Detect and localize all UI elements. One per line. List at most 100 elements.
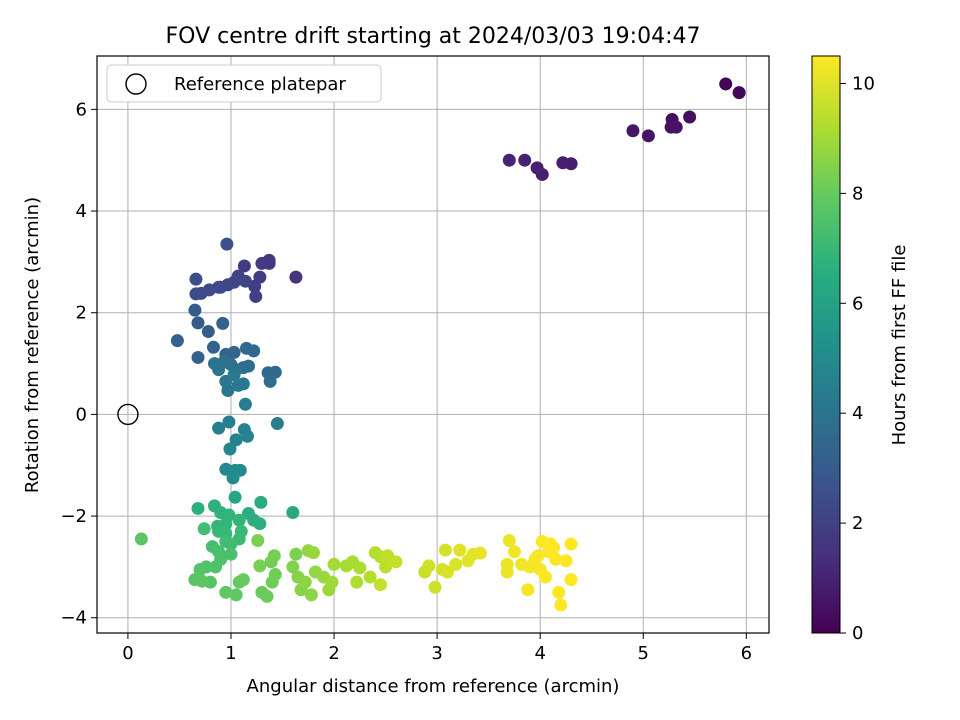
data-point: [719, 77, 733, 91]
y-tick-label: −4: [60, 608, 87, 629]
data-point: [189, 287, 203, 301]
data-point: [507, 545, 521, 559]
data-point: [289, 547, 303, 561]
data-point: [189, 272, 203, 286]
data-point: [373, 578, 387, 592]
data-point: [237, 259, 251, 273]
data-point: [270, 417, 284, 431]
data-point: [226, 471, 240, 485]
data-point: [298, 575, 312, 589]
x-tick-label: 2: [328, 643, 339, 664]
data-point: [191, 316, 205, 330]
chart-title: FOV centre drift starting at 2024/03/03 …: [166, 24, 701, 49]
data-point: [134, 532, 148, 546]
data-point: [559, 554, 573, 568]
data-point: [549, 552, 563, 566]
data-point: [473, 546, 487, 560]
x-tick-label: 5: [638, 643, 649, 664]
data-point: [209, 560, 223, 574]
data-point: [554, 598, 568, 612]
grid-lines: [97, 56, 769, 633]
colorbar-ticks: 0 2 4 6 8 10: [840, 73, 875, 644]
legend-marker-reference: [125, 73, 147, 95]
data-point: [530, 161, 544, 175]
data-point: [389, 555, 403, 569]
data-point: [641, 129, 655, 143]
data-point: [227, 368, 241, 382]
x-axis-label: Angular distance from reference (arcmin): [247, 676, 620, 697]
data-point: [206, 340, 220, 354]
scatter-points: [117, 77, 746, 612]
x-tick-label: 4: [534, 643, 545, 664]
data-point: [304, 588, 318, 602]
legend: Reference platepar: [106, 64, 382, 103]
data-point: [521, 583, 535, 597]
data-point: [552, 585, 566, 599]
data-point: [440, 565, 454, 579]
data-point: [253, 559, 267, 573]
data-point: [191, 501, 205, 515]
data-point: [223, 442, 237, 456]
reference-point-marker: [117, 403, 139, 426]
data-point: [236, 377, 250, 391]
y-axis-label: Rotation from reference (arcmin): [22, 197, 43, 493]
data-point: [518, 153, 532, 167]
data-point: [224, 547, 238, 561]
x-tick-label: 0: [122, 643, 133, 664]
data-point: [327, 557, 341, 571]
data-point: [732, 86, 746, 100]
data-point: [224, 537, 238, 551]
data-point: [214, 280, 228, 294]
data-point: [502, 533, 516, 547]
x-axis-ticks: 0 1 2 3 4 5 6: [122, 633, 752, 664]
data-point: [363, 570, 377, 584]
data-point: [238, 397, 252, 411]
data-point: [325, 575, 339, 589]
data-point: [500, 565, 514, 579]
data-point: [453, 543, 467, 557]
data-point: [353, 561, 367, 575]
colorbar-tick-label: 2: [852, 513, 863, 534]
data-point: [228, 490, 242, 504]
data-point: [683, 110, 697, 124]
data-point: [222, 415, 236, 429]
data-point: [556, 156, 570, 170]
data-point: [438, 543, 452, 557]
data-point: [207, 357, 221, 371]
colorbar: 0 2 4 6 8 10 Hours from first FF file: [811, 55, 910, 644]
data-point: [267, 549, 281, 563]
data-point: [229, 433, 243, 447]
data-point: [232, 513, 246, 527]
legend-label-reference: Reference platepar: [174, 74, 346, 95]
data-point: [195, 574, 209, 588]
data-point: [531, 549, 545, 563]
data-point: [201, 325, 215, 339]
data-point: [260, 589, 274, 603]
y-tick-label: 6: [76, 99, 87, 120]
data-point: [449, 557, 463, 571]
data-point: [286, 560, 300, 574]
data-point: [191, 350, 205, 364]
data-point: [221, 384, 235, 398]
data-point: [350, 575, 364, 589]
data-point: [219, 585, 233, 599]
colorbar-tick-label: 4: [852, 403, 863, 424]
data-point: [306, 546, 320, 560]
data-point: [236, 573, 250, 587]
data-point: [268, 568, 282, 582]
data-point: [263, 374, 277, 388]
colorbar-label: Hours from first FF file: [889, 245, 910, 446]
data-point: [564, 537, 578, 551]
colorbar-tick-label: 8: [852, 183, 863, 204]
y-tick-label: 4: [76, 201, 87, 222]
legend-box: [106, 64, 382, 103]
colorbar-tick-label: 6: [852, 293, 863, 314]
data-point: [197, 522, 211, 536]
colorbar-tick-label: 0: [852, 623, 863, 644]
data-point: [251, 533, 265, 547]
data-point: [212, 421, 226, 435]
data-point: [240, 429, 254, 443]
plot-frame: [96, 55, 770, 634]
data-point: [220, 237, 234, 251]
